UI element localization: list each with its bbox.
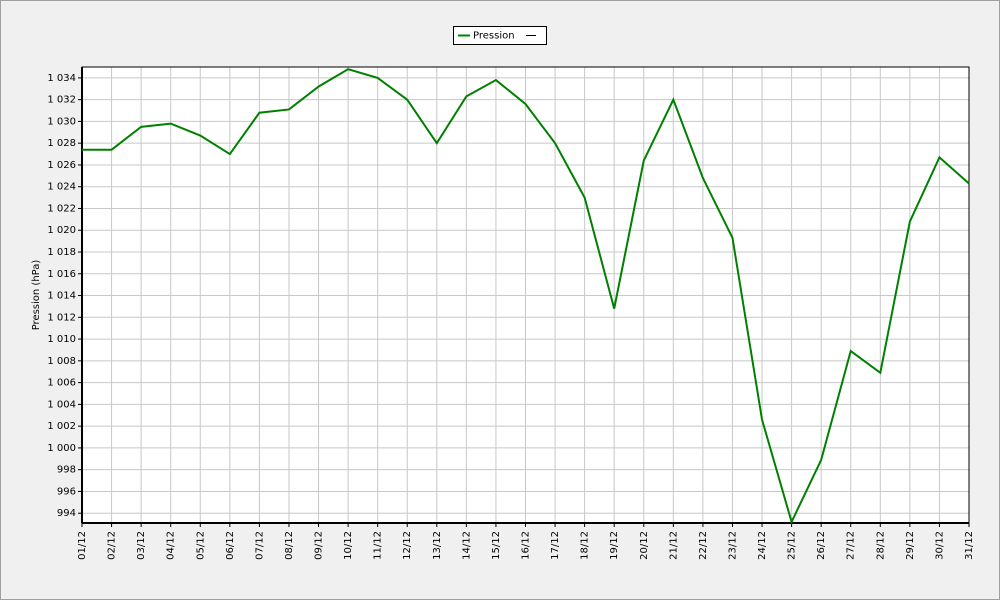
- y-tick-label: 998: [57, 465, 76, 476]
- x-tick-label: 09/12: [314, 531, 325, 560]
- y-axis-label: Pression (hPa): [31, 260, 42, 331]
- y-tick-label: 1 000: [47, 443, 76, 454]
- x-tick-label: 24/12: [757, 531, 768, 560]
- y-tick-label: 1 014: [47, 291, 76, 302]
- x-tick-label: 07/12: [254, 531, 265, 560]
- y-tick-label: 1 004: [47, 399, 76, 410]
- legend: Pression: [453, 26, 547, 45]
- x-tick-label: 22/12: [698, 531, 709, 560]
- x-tick-label: 26/12: [816, 531, 827, 560]
- x-tick-label: 25/12: [787, 531, 798, 560]
- x-tick-label: 28/12: [875, 531, 886, 560]
- y-tick-label: 1 032: [47, 95, 76, 106]
- x-tick-label: 06/12: [225, 531, 236, 560]
- y-tick-label: 1 012: [47, 312, 76, 323]
- x-tick-label: 20/12: [639, 531, 650, 560]
- x-tick-label: 03/12: [136, 531, 147, 560]
- x-tick-label: 12/12: [402, 531, 413, 560]
- x-tick-label: 02/12: [107, 531, 118, 560]
- y-tick-label: 1 026: [47, 160, 76, 171]
- y-tick-label: 1 016: [47, 269, 76, 280]
- x-tick-label: 01/12: [77, 531, 88, 560]
- y-tick-label: 1 006: [47, 378, 76, 389]
- x-tick-label: 05/12: [195, 531, 206, 560]
- y-tick-label: 1 024: [47, 182, 76, 193]
- y-tick-label: 996: [57, 486, 76, 497]
- x-tick-label: 23/12: [727, 531, 738, 560]
- x-tick-label: 04/12: [166, 531, 177, 560]
- x-tick-label: 10/12: [343, 531, 354, 560]
- y-tick-label: 1 020: [47, 225, 76, 236]
- y-tick-label: 1 008: [47, 356, 76, 367]
- y-tick-label: 1 034: [47, 73, 76, 84]
- x-tick-label: 13/12: [432, 531, 443, 560]
- x-tick-label: 19/12: [609, 531, 620, 560]
- y-tick-label: 1 030: [47, 116, 76, 127]
- x-tick-label: 27/12: [846, 531, 857, 560]
- x-tick-label: 14/12: [461, 531, 472, 560]
- x-tick-label: 18/12: [580, 531, 591, 560]
- x-tick-label: 17/12: [550, 531, 561, 560]
- x-tick-label: 11/12: [373, 531, 384, 560]
- legend-box: [453, 26, 547, 45]
- y-tick-label: 1 028: [47, 138, 76, 149]
- x-tick-label: 31/12: [964, 531, 975, 560]
- data-line: [82, 68, 970, 525]
- x-tick-label: 29/12: [905, 531, 916, 560]
- x-tick-label: 08/12: [284, 531, 295, 560]
- y-tick-label: 1 018: [47, 247, 76, 258]
- x-tick-label: 15/12: [491, 531, 502, 560]
- x-tick-label: 21/12: [668, 531, 679, 560]
- y-tick-label: 994: [57, 508, 76, 519]
- x-tick-label: 30/12: [934, 531, 945, 560]
- y-tick-label: 1 022: [47, 203, 76, 214]
- legend-label: Pression: [473, 31, 515, 42]
- y-tick-label: 1 002: [47, 421, 76, 432]
- x-tick-label: 16/12: [521, 531, 532, 560]
- y-tick-label: 1 010: [47, 334, 76, 345]
